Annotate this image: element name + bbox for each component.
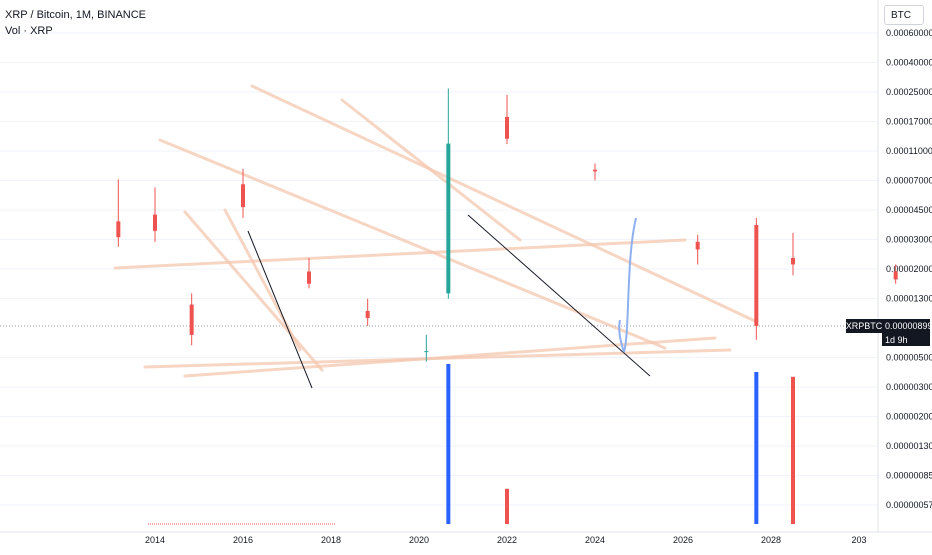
time-tick-label: 2022	[497, 535, 517, 545]
price-tick-label: 0.00002000	[886, 264, 932, 274]
candle-body	[754, 224, 759, 326]
channel-line	[113, 238, 687, 270]
candle-body	[893, 271, 898, 280]
price-tick-label: 0.00000085	[886, 471, 932, 481]
price-tick-label: 0.00000300	[886, 382, 932, 392]
price-tick-label: 0.00001300	[886, 294, 932, 304]
channel-line	[158, 138, 667, 350]
currency-button[interactable]: BTC	[884, 5, 924, 25]
projection-arrow-tail	[618, 319, 625, 353]
price-tick-label: 0.00007000	[886, 176, 932, 186]
time-tick-label: 2028	[761, 535, 781, 545]
time-tick-label: 2026	[673, 535, 693, 545]
price-tick-label: 0.00004500	[886, 205, 932, 215]
price-tick-label: 0.00017000	[886, 117, 932, 127]
price-tick-label: 0.00000500	[886, 353, 932, 363]
time-tick-label: 203	[851, 535, 866, 545]
trend-line	[467, 214, 651, 377]
countdown-label: 1d 9h	[885, 335, 908, 345]
candle-body	[365, 310, 370, 319]
time-tick-label: 2020	[409, 535, 429, 545]
trend-line	[247, 230, 313, 389]
price-tick-label: 0.00011000	[886, 146, 932, 156]
candle-body	[424, 351, 429, 353]
candle-body	[791, 258, 795, 265]
channel-line	[183, 336, 717, 378]
time-tick-label: 2018	[321, 535, 341, 545]
symbol-tag-label: XRPBTC	[846, 321, 883, 331]
candle-body	[505, 116, 509, 139]
volume-bar	[791, 376, 795, 524]
candle-body	[116, 221, 121, 238]
time-tick-label: 2024	[585, 535, 605, 545]
price-tick-label: 0.00000057	[886, 500, 932, 510]
volume-bar	[754, 372, 759, 524]
projection-arrow	[623, 217, 637, 353]
time-tick-label: 2014	[145, 535, 165, 545]
volume-bar	[505, 488, 509, 524]
volume-bar	[446, 364, 451, 524]
price-tick-label: 0.00000200	[886, 412, 932, 422]
time-tick-label: 2016	[233, 535, 253, 545]
candle-body	[189, 304, 194, 335]
price-tick-label: 0.00003000	[886, 235, 932, 245]
candle-body	[446, 143, 451, 294]
channel-line	[183, 210, 324, 372]
volume-legend[interactable]: Vol · XRP	[5, 25, 53, 37]
channel-line	[340, 98, 522, 242]
symbol-tag	[846, 319, 882, 333]
price-tag	[882, 319, 930, 333]
candle-body	[307, 271, 311, 284]
candle-body	[153, 214, 157, 231]
price-tick-label: 0.00000130	[886, 441, 932, 451]
price-tick-label: 0.00060000	[886, 28, 932, 38]
channel-line	[223, 208, 302, 352]
candle-body	[695, 241, 700, 250]
symbol-legend[interactable]: XRP / Bitcoin, 1M, BINANCE	[5, 9, 147, 21]
price-tick-label: 0.00040000	[886, 58, 932, 68]
channel-line	[250, 84, 757, 323]
candle-body	[241, 184, 245, 208]
candle-body	[593, 169, 597, 172]
countdown-tag	[882, 333, 930, 346]
price-tag-label: 0.00000899	[885, 321, 932, 331]
price-tick-label: 0.00025000	[886, 87, 932, 97]
